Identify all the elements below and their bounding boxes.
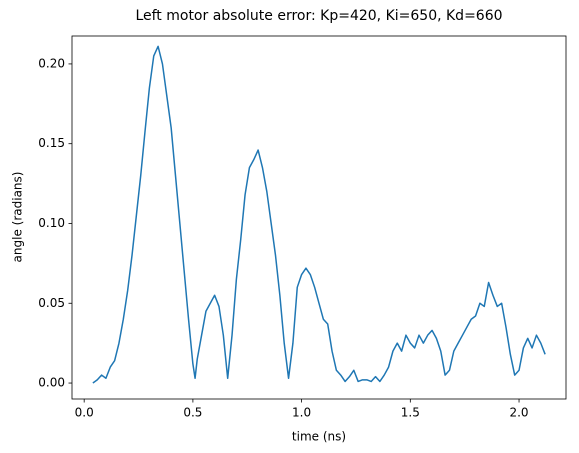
x-tick-label: 1.0 bbox=[292, 406, 311, 420]
y-tick-label: 0.00 bbox=[38, 376, 65, 390]
x-tick-label: 2.0 bbox=[509, 406, 528, 420]
y-tick-label: 0.05 bbox=[38, 296, 65, 310]
x-tick-label: 1.5 bbox=[401, 406, 420, 420]
x-tick-label: 0.0 bbox=[75, 406, 94, 420]
y-tick-label: 0.15 bbox=[38, 136, 65, 150]
y-tick-label: 0.20 bbox=[38, 56, 65, 70]
y-tick-label: 0.10 bbox=[38, 216, 65, 230]
x-axis-label: time (ns) bbox=[292, 430, 346, 444]
line bbox=[92, 45, 546, 384]
plot-frame bbox=[71, 35, 567, 400]
chart-title: Left motor absolute error: Kp=420, Ki=65… bbox=[135, 8, 502, 24]
y-axis-label: angle (radians) bbox=[11, 172, 25, 263]
x-tick-label: 0.5 bbox=[183, 406, 202, 420]
